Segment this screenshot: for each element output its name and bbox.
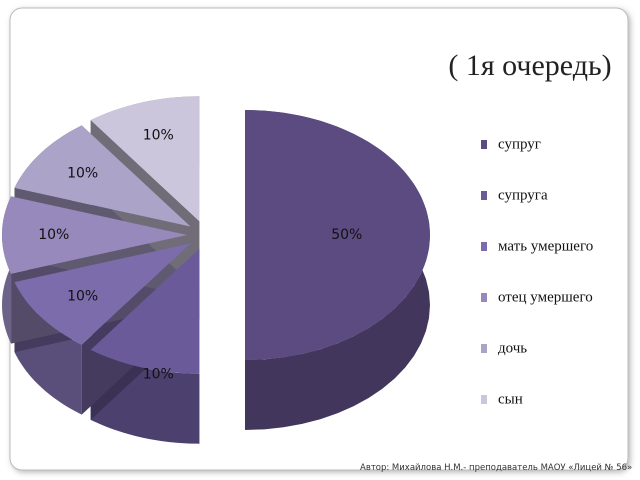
footer: Автор: Михайлова Н.М.- преподаватель МАО… [360, 463, 632, 473]
slice [245, 110, 430, 360]
data-label: 50% [331, 227, 362, 243]
slice [1, 196, 187, 274]
data-label: 10% [143, 128, 174, 144]
legend-swatch [481, 140, 487, 149]
legend-swatch [481, 242, 487, 251]
data-label: 10% [143, 366, 174, 382]
slice [90, 96, 200, 222]
data-label: 10% [67, 166, 98, 182]
legend-swatch [481, 293, 487, 302]
slice [90, 248, 200, 374]
slice [14, 125, 191, 227]
legend-label: сын [498, 391, 523, 407]
legend-label: мать умершего [498, 238, 593, 254]
legend-label: отец умершего [498, 289, 593, 305]
legend-swatch [481, 395, 487, 404]
legend-swatch [481, 344, 487, 353]
data-label: 10% [38, 227, 69, 243]
data-label: 10% [67, 288, 98, 304]
legend-swatch [481, 191, 487, 200]
slice [14, 243, 191, 345]
legend-label: дочь [498, 340, 527, 356]
chart-title: ( 1я очередь) [448, 49, 611, 82]
legend-label: супруга [498, 187, 548, 203]
legend-label: супруг [498, 136, 541, 152]
